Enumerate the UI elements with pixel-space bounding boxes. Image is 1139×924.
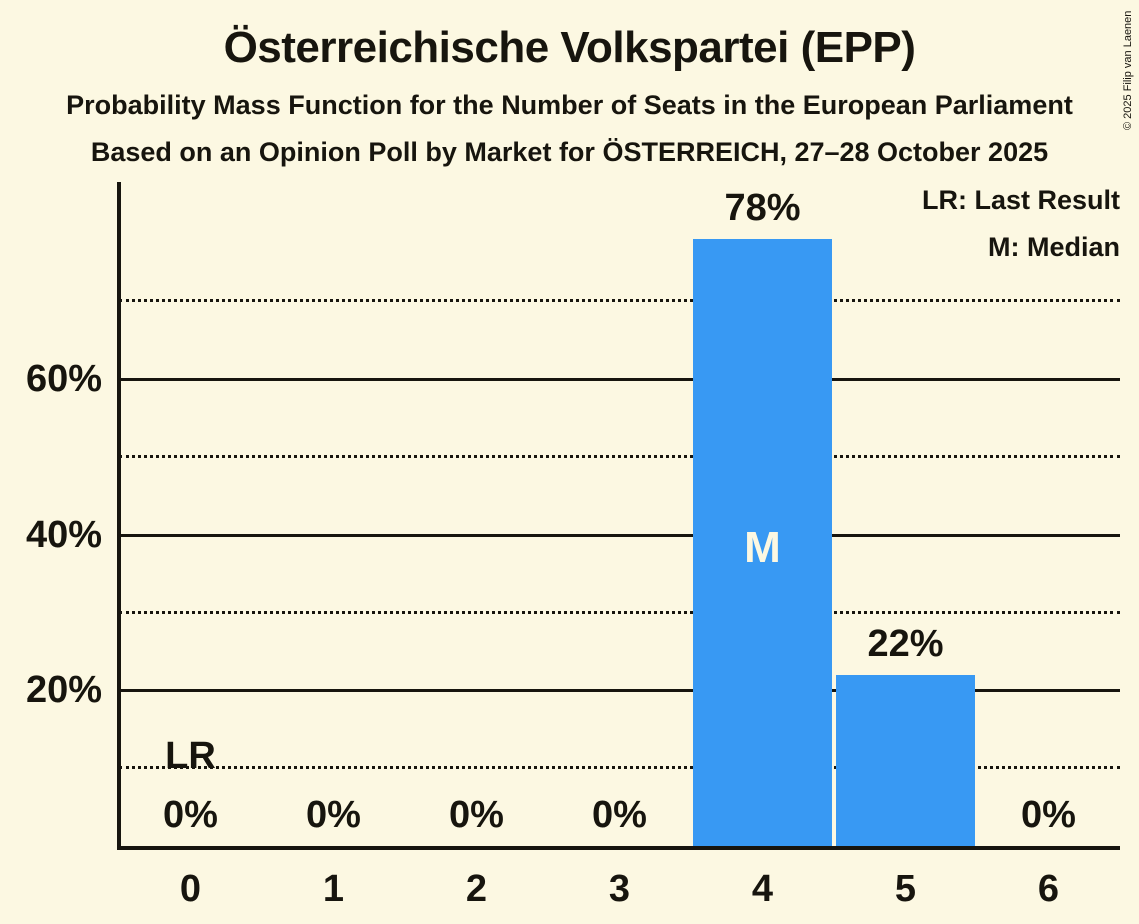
gridline-solid-20 [119, 689, 1120, 693]
gridline-dotted-10 [119, 766, 1120, 770]
y-tick-label-60: 60% [25, 358, 102, 401]
value-label-seat-1: 0% [306, 794, 361, 836]
gridline-solid-40 [119, 533, 1120, 537]
chart-legend: LR: Last Result M: Median [922, 177, 1120, 271]
x-tick-label-6: 6 [1037, 868, 1060, 910]
x-tick-label-3: 3 [608, 868, 631, 910]
y-axis-line [117, 182, 121, 850]
x-tick-label-0: 0 [179, 868, 202, 910]
value-label-seat-4: 78% [724, 187, 801, 229]
gridline-solid-60 [119, 378, 1120, 382]
value-label-seat-2: 0% [449, 794, 504, 836]
bar-seat-5 [836, 675, 975, 846]
value-label-seat-0: 0% [163, 794, 218, 836]
x-tick-label-5: 5 [894, 868, 917, 910]
chart-subtitle-poll: Based on an Opinion Poll by Market for Ö… [90, 137, 1049, 167]
x-tick-label-2: 2 [465, 868, 488, 910]
x-axis-line [117, 846, 1120, 850]
bar-seat-4 [693, 239, 832, 846]
gridline-dotted-70 [119, 299, 1120, 303]
legend-last-result: LR: Last Result [921, 185, 1120, 215]
chart-title: Österreichische Volkspartei (EPP) [223, 23, 916, 72]
y-tick-label-40: 40% [25, 513, 102, 556]
y-tick-label-20: 20% [25, 669, 102, 712]
value-label-seat-6: 0% [1021, 794, 1076, 836]
gridline-dotted-50 [119, 455, 1120, 458]
chart-subtitle-pmf: Probability Mass Function for the Number… [66, 90, 1073, 120]
value-label-seat-3: 0% [592, 794, 647, 836]
x-tick-label-4: 4 [751, 868, 774, 910]
x-tick-label-1: 1 [322, 868, 345, 910]
legend-median: M: Median [988, 232, 1120, 262]
value-label-seat-5: 22% [867, 623, 944, 665]
median-marker: M [744, 523, 781, 572]
gridline-dotted-30 [119, 610, 1120, 614]
last-result-marker: LR [165, 735, 216, 777]
